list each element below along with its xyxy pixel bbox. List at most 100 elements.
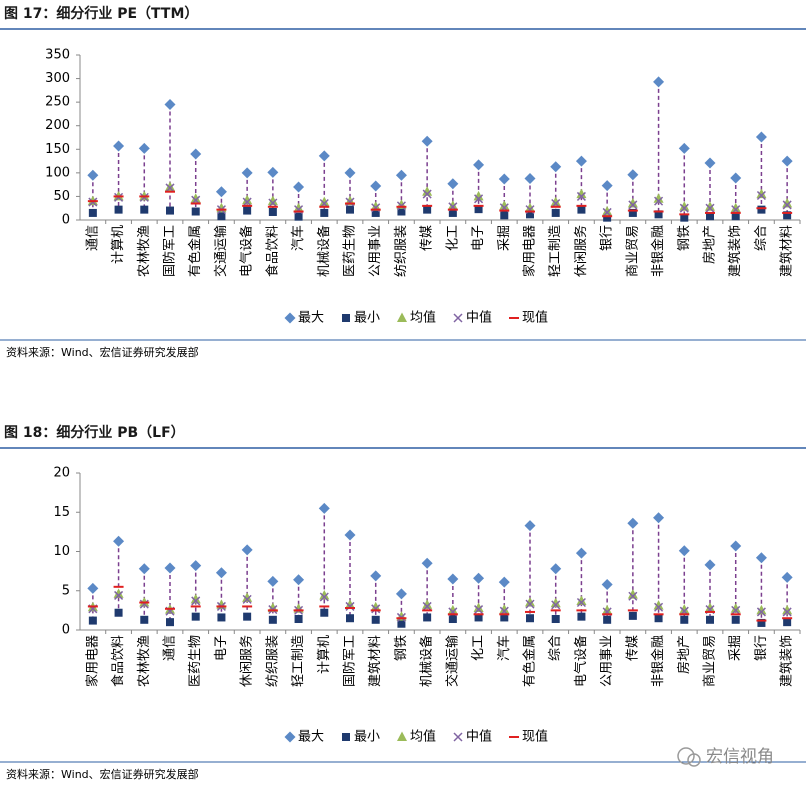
x-tick-label: 轻工制造 — [548, 225, 563, 277]
x-tick-label: 食品饮料 — [264, 225, 280, 277]
marker-diamond — [284, 312, 296, 324]
legend-label: 最小 — [354, 730, 380, 745]
marker-diamond — [344, 529, 356, 541]
marker-diamond — [318, 502, 330, 514]
marker-square — [371, 615, 380, 624]
marker-square — [577, 205, 586, 214]
marker-square — [114, 205, 123, 214]
marker-diamond — [215, 186, 227, 198]
marker-triangle — [370, 601, 381, 612]
marker-square — [397, 207, 406, 216]
marker-triangle — [473, 602, 484, 613]
marker-diamond — [395, 588, 407, 600]
marker-triangle — [627, 589, 638, 599]
marker-x — [679, 203, 689, 213]
marker-x — [191, 596, 201, 606]
marker-triangle — [679, 604, 690, 614]
marker-triangle — [576, 188, 587, 199]
marker-diamond — [601, 180, 613, 192]
marker-square — [628, 611, 637, 620]
marker-diamond — [627, 169, 639, 181]
legend-label: 均值 — [410, 729, 436, 745]
marker-diamond — [138, 563, 150, 575]
marker-square — [166, 206, 174, 215]
marker-diamond — [524, 520, 536, 532]
marker-triangle — [422, 186, 433, 196]
watermark: 宏信视角 — [677, 747, 774, 767]
y-tick-label: 300 — [45, 71, 70, 86]
marker-diamond — [421, 135, 433, 147]
marker-diamond — [730, 172, 742, 184]
marker-triangle — [782, 604, 793, 615]
marker-x — [756, 190, 766, 201]
marker-square — [166, 618, 174, 627]
marker-triangle — [447, 200, 458, 210]
y-tick-label: 0 — [62, 213, 70, 228]
legend-label: 均值 — [410, 310, 436, 326]
marker-x — [654, 196, 664, 206]
x-tick-label: 钢铁 — [677, 225, 692, 251]
marker-diamond — [113, 140, 125, 152]
x-tick-label: 国防军工 — [342, 635, 358, 687]
x-tick-label: 农林牧渔 — [137, 635, 152, 687]
marker-square — [680, 615, 689, 624]
marker-diamond — [755, 131, 767, 143]
marker-square — [423, 613, 432, 622]
marker-square — [346, 205, 354, 214]
marker-triangle — [422, 599, 433, 609]
y-tick-label: 15 — [53, 505, 70, 520]
marker-triangle — [550, 196, 561, 207]
marker-triangle — [242, 592, 253, 602]
marker-diamond — [370, 570, 382, 582]
x-tick-label: 建筑材料 — [367, 635, 383, 687]
legend-label: 最大 — [298, 730, 324, 745]
marker-triangle — [705, 201, 715, 211]
marker-x — [422, 601, 432, 611]
x-tick-label: 医药生物 — [343, 225, 358, 277]
marker-diamond — [447, 178, 459, 190]
marker-diamond — [781, 571, 793, 583]
x-tick-label: 纺织服装 — [394, 225, 409, 277]
x-tick-label: 钢铁 — [394, 635, 409, 661]
x-tick-label: 休闲服务 — [573, 225, 589, 277]
marker-triangle — [370, 201, 381, 211]
legend-label: 中值 — [466, 310, 492, 326]
marker-diamond — [755, 552, 767, 564]
marker-square — [423, 205, 432, 214]
marker-triangle — [319, 589, 330, 600]
marker-x — [551, 600, 561, 610]
watermark-icon — [677, 747, 695, 765]
x-tick-label: 非银金融 — [650, 635, 666, 687]
marker-x — [756, 607, 766, 617]
x-tick-label: 房地产 — [676, 635, 692, 674]
marker-diamond — [575, 155, 587, 167]
marker-diamond — [447, 573, 459, 585]
marker-x — [422, 189, 432, 199]
marker-square — [783, 211, 792, 220]
marker-diamond — [284, 731, 296, 743]
marker-triangle — [293, 202, 304, 213]
marker-triangle — [679, 201, 690, 211]
marker-x — [371, 604, 381, 614]
marker-square — [88, 616, 97, 625]
marker-square — [757, 618, 766, 627]
marker-square — [268, 207, 277, 216]
marker-x — [453, 732, 463, 742]
x-tick-label: 通信 — [85, 225, 100, 251]
x-tick-label: 机械设备 — [419, 635, 435, 687]
marker-square — [654, 210, 663, 219]
marker-diamond — [87, 169, 99, 181]
marker-x — [345, 197, 355, 207]
marker-triangle — [525, 597, 535, 607]
marker-triangle — [499, 200, 510, 210]
figure-title: 图 18：细分行业 PB（LF） — [4, 424, 185, 441]
x-tick-label: 银行 — [600, 225, 615, 251]
watermark-icon — [687, 753, 701, 767]
marker-triangle — [756, 188, 767, 199]
x-tick-label: 家用电器 — [84, 635, 100, 687]
marker-square — [88, 208, 97, 217]
x-tick-label: 传媒 — [420, 225, 435, 251]
marker-triangle — [190, 593, 201, 604]
watermark-text: 宏信视角 — [706, 747, 774, 767]
